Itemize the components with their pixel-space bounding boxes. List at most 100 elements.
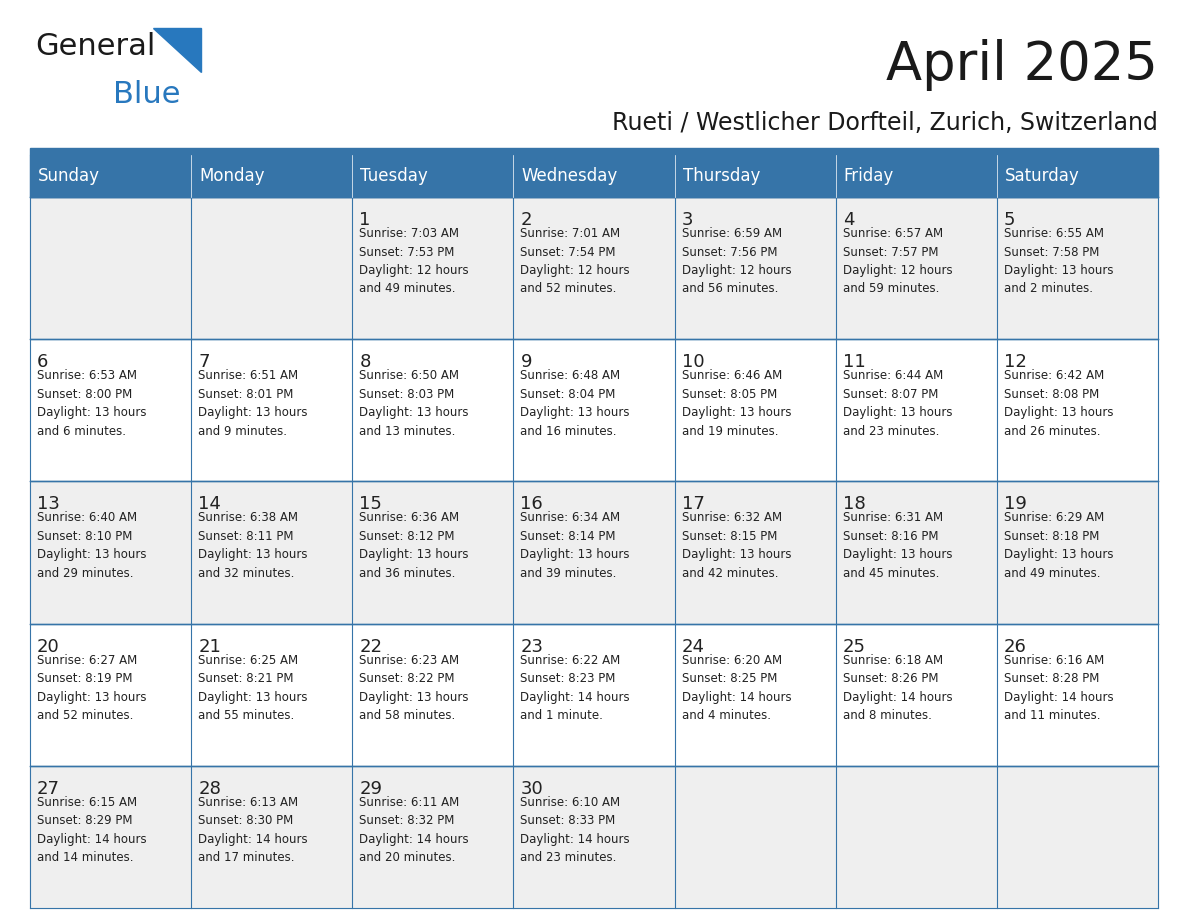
Bar: [191, 481, 353, 623]
Bar: [191, 623, 353, 766]
Text: General: General: [34, 32, 156, 61]
Text: Sunrise: 6:46 AM
Sunset: 8:05 PM
Daylight: 13 hours
and 19 minutes.: Sunrise: 6:46 AM Sunset: 8:05 PM Dayligh…: [682, 369, 791, 438]
Text: Sunrise: 6:10 AM
Sunset: 8:33 PM
Daylight: 14 hours
and 23 minutes.: Sunrise: 6:10 AM Sunset: 8:33 PM Dayligh…: [520, 796, 630, 865]
Text: Sunrise: 6:42 AM
Sunset: 8:08 PM
Daylight: 13 hours
and 26 minutes.: Sunrise: 6:42 AM Sunset: 8:08 PM Dayligh…: [1004, 369, 1113, 438]
Text: 29: 29: [359, 779, 383, 798]
Bar: [30, 197, 191, 339]
Bar: [353, 197, 513, 339]
Bar: [513, 623, 675, 766]
Bar: [30, 766, 191, 908]
Text: Wednesday: Wednesday: [522, 167, 618, 185]
Bar: [353, 481, 513, 623]
Text: Tuesday: Tuesday: [360, 167, 428, 185]
Text: 15: 15: [359, 496, 383, 513]
Text: Sunrise: 6:11 AM
Sunset: 8:32 PM
Daylight: 14 hours
and 20 minutes.: Sunrise: 6:11 AM Sunset: 8:32 PM Dayligh…: [359, 796, 469, 865]
Bar: [675, 481, 835, 623]
Bar: [997, 155, 1158, 197]
Text: 19: 19: [1004, 496, 1026, 513]
Text: 23: 23: [520, 638, 543, 655]
Bar: [835, 481, 997, 623]
Polygon shape: [153, 28, 201, 72]
Text: 6: 6: [37, 353, 49, 371]
Bar: [30, 623, 191, 766]
Bar: [513, 197, 675, 339]
Text: Sunrise: 6:48 AM
Sunset: 8:04 PM
Daylight: 13 hours
and 16 minutes.: Sunrise: 6:48 AM Sunset: 8:04 PM Dayligh…: [520, 369, 630, 438]
Bar: [835, 766, 997, 908]
Text: 18: 18: [842, 496, 866, 513]
Bar: [353, 339, 513, 481]
Text: 5: 5: [1004, 211, 1016, 229]
Bar: [353, 623, 513, 766]
Text: Sunrise: 6:25 AM
Sunset: 8:21 PM
Daylight: 13 hours
and 55 minutes.: Sunrise: 6:25 AM Sunset: 8:21 PM Dayligh…: [198, 654, 308, 722]
Text: Sunrise: 6:51 AM
Sunset: 8:01 PM
Daylight: 13 hours
and 9 minutes.: Sunrise: 6:51 AM Sunset: 8:01 PM Dayligh…: [198, 369, 308, 438]
Bar: [353, 766, 513, 908]
Bar: [30, 148, 1158, 155]
Bar: [30, 481, 191, 623]
Bar: [191, 339, 353, 481]
Bar: [997, 339, 1158, 481]
Text: Sunrise: 6:57 AM
Sunset: 7:57 PM
Daylight: 12 hours
and 59 minutes.: Sunrise: 6:57 AM Sunset: 7:57 PM Dayligh…: [842, 227, 953, 296]
Bar: [835, 197, 997, 339]
Text: Sunrise: 7:03 AM
Sunset: 7:53 PM
Daylight: 12 hours
and 49 minutes.: Sunrise: 7:03 AM Sunset: 7:53 PM Dayligh…: [359, 227, 469, 296]
Text: Sunrise: 6:55 AM
Sunset: 7:58 PM
Daylight: 13 hours
and 2 minutes.: Sunrise: 6:55 AM Sunset: 7:58 PM Dayligh…: [1004, 227, 1113, 296]
Text: 11: 11: [842, 353, 866, 371]
Text: Sunrise: 6:13 AM
Sunset: 8:30 PM
Daylight: 14 hours
and 17 minutes.: Sunrise: 6:13 AM Sunset: 8:30 PM Dayligh…: [198, 796, 308, 865]
Text: Sunrise: 6:59 AM
Sunset: 7:56 PM
Daylight: 12 hours
and 56 minutes.: Sunrise: 6:59 AM Sunset: 7:56 PM Dayligh…: [682, 227, 791, 296]
Text: 27: 27: [37, 779, 61, 798]
Text: 1: 1: [359, 211, 371, 229]
Text: 17: 17: [682, 496, 704, 513]
Bar: [997, 197, 1158, 339]
Text: Sunrise: 6:32 AM
Sunset: 8:15 PM
Daylight: 13 hours
and 42 minutes.: Sunrise: 6:32 AM Sunset: 8:15 PM Dayligh…: [682, 511, 791, 580]
Text: Blue: Blue: [113, 80, 181, 109]
Bar: [675, 197, 835, 339]
Bar: [30, 155, 191, 197]
Text: Sunrise: 6:20 AM
Sunset: 8:25 PM
Daylight: 14 hours
and 4 minutes.: Sunrise: 6:20 AM Sunset: 8:25 PM Dayligh…: [682, 654, 791, 722]
Text: 30: 30: [520, 779, 543, 798]
Text: 7: 7: [198, 353, 209, 371]
Text: 10: 10: [682, 353, 704, 371]
Text: 4: 4: [842, 211, 854, 229]
Text: Rueti / Westlicher Dorfteil, Zurich, Switzerland: Rueti / Westlicher Dorfteil, Zurich, Swi…: [612, 111, 1158, 135]
Text: Sunrise: 6:53 AM
Sunset: 8:00 PM
Daylight: 13 hours
and 6 minutes.: Sunrise: 6:53 AM Sunset: 8:00 PM Dayligh…: [37, 369, 146, 438]
Bar: [835, 155, 997, 197]
Bar: [997, 481, 1158, 623]
Text: 12: 12: [1004, 353, 1026, 371]
Bar: [835, 623, 997, 766]
Text: 2: 2: [520, 211, 532, 229]
Text: Sunrise: 6:36 AM
Sunset: 8:12 PM
Daylight: 13 hours
and 36 minutes.: Sunrise: 6:36 AM Sunset: 8:12 PM Dayligh…: [359, 511, 469, 580]
Bar: [30, 339, 191, 481]
Text: 9: 9: [520, 353, 532, 371]
Text: Sunday: Sunday: [38, 167, 100, 185]
Text: 8: 8: [359, 353, 371, 371]
Text: 20: 20: [37, 638, 59, 655]
Bar: [675, 339, 835, 481]
Bar: [513, 481, 675, 623]
Bar: [353, 155, 513, 197]
Text: Sunrise: 6:16 AM
Sunset: 8:28 PM
Daylight: 14 hours
and 11 minutes.: Sunrise: 6:16 AM Sunset: 8:28 PM Dayligh…: [1004, 654, 1113, 722]
Text: 21: 21: [198, 638, 221, 655]
Text: Sunrise: 6:34 AM
Sunset: 8:14 PM
Daylight: 13 hours
and 39 minutes.: Sunrise: 6:34 AM Sunset: 8:14 PM Dayligh…: [520, 511, 630, 580]
Bar: [675, 155, 835, 197]
Text: Sunrise: 6:29 AM
Sunset: 8:18 PM
Daylight: 13 hours
and 49 minutes.: Sunrise: 6:29 AM Sunset: 8:18 PM Dayligh…: [1004, 511, 1113, 580]
Text: Monday: Monday: [200, 167, 265, 185]
Text: Sunrise: 6:50 AM
Sunset: 8:03 PM
Daylight: 13 hours
and 13 minutes.: Sunrise: 6:50 AM Sunset: 8:03 PM Dayligh…: [359, 369, 469, 438]
Text: 13: 13: [37, 496, 59, 513]
Bar: [513, 339, 675, 481]
Text: 3: 3: [682, 211, 693, 229]
Text: Friday: Friday: [843, 167, 893, 185]
Text: 24: 24: [682, 638, 704, 655]
Text: Sunrise: 6:18 AM
Sunset: 8:26 PM
Daylight: 14 hours
and 8 minutes.: Sunrise: 6:18 AM Sunset: 8:26 PM Dayligh…: [842, 654, 953, 722]
Bar: [675, 766, 835, 908]
Text: Sunrise: 6:31 AM
Sunset: 8:16 PM
Daylight: 13 hours
and 45 minutes.: Sunrise: 6:31 AM Sunset: 8:16 PM Dayligh…: [842, 511, 953, 580]
Text: Sunrise: 6:40 AM
Sunset: 8:10 PM
Daylight: 13 hours
and 29 minutes.: Sunrise: 6:40 AM Sunset: 8:10 PM Dayligh…: [37, 511, 146, 580]
Bar: [191, 766, 353, 908]
Text: Sunrise: 6:44 AM
Sunset: 8:07 PM
Daylight: 13 hours
and 23 minutes.: Sunrise: 6:44 AM Sunset: 8:07 PM Dayligh…: [842, 369, 953, 438]
Text: 22: 22: [359, 638, 383, 655]
Text: 16: 16: [520, 496, 543, 513]
Bar: [675, 623, 835, 766]
Text: 28: 28: [198, 779, 221, 798]
Bar: [191, 197, 353, 339]
Bar: [191, 155, 353, 197]
Text: Sunrise: 6:38 AM
Sunset: 8:11 PM
Daylight: 13 hours
and 32 minutes.: Sunrise: 6:38 AM Sunset: 8:11 PM Dayligh…: [198, 511, 308, 580]
Text: Saturday: Saturday: [1005, 167, 1080, 185]
